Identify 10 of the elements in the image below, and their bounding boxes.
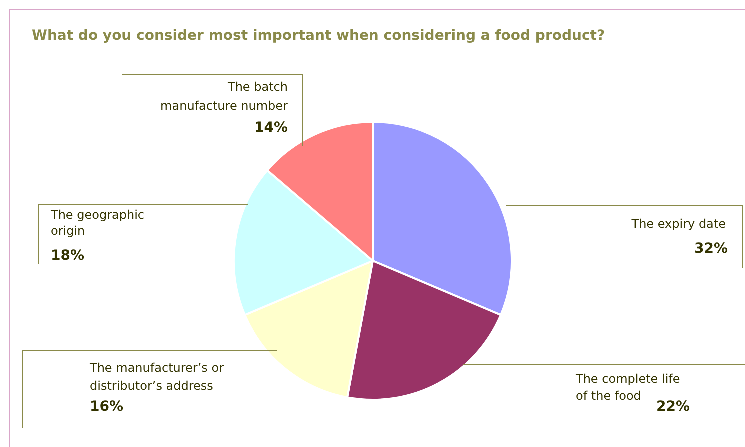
slice-label: The manufacturer’s or distributor’s address bbox=[89, 361, 224, 393]
chart-title: What do you consider most important when considering a food product? bbox=[32, 28, 606, 44]
data-label: 16% bbox=[90, 399, 124, 415]
data-label: 32% bbox=[694, 241, 728, 257]
data-label: 22% bbox=[656, 399, 690, 415]
slice-label: The expiry date bbox=[630, 217, 726, 231]
data-label: 14% bbox=[254, 120, 288, 136]
data-label: 18% bbox=[51, 248, 85, 264]
slice-label: The geographic origin bbox=[50, 208, 145, 238]
slice-label: The batch manufacture number bbox=[160, 80, 288, 113]
